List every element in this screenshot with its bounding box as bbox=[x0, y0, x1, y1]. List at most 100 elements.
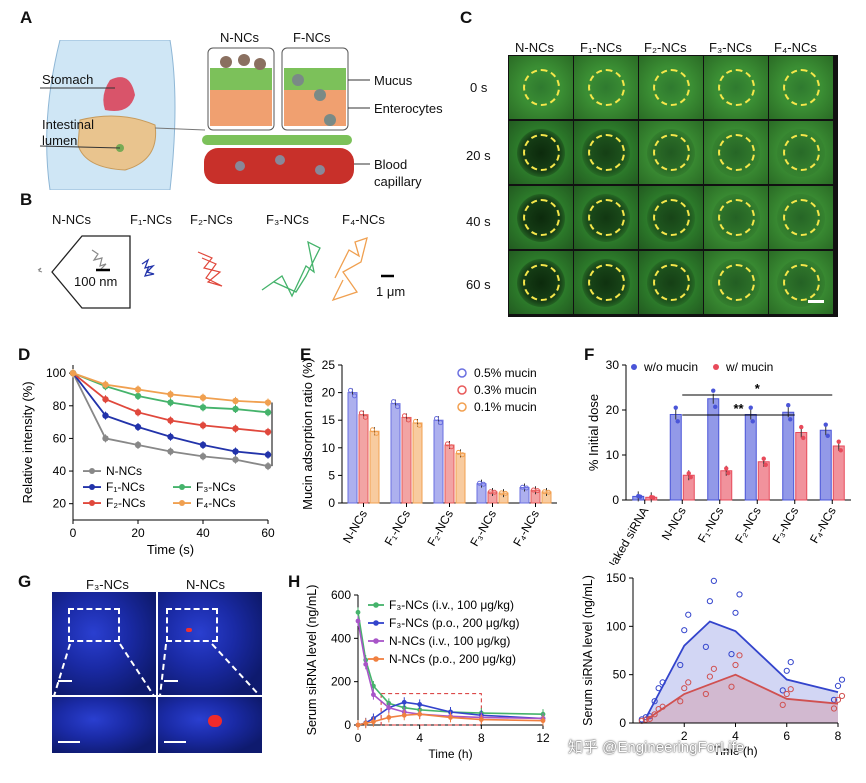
e-bar bbox=[390, 403, 401, 504]
d-y-tick-label: 80 bbox=[53, 399, 67, 413]
d-x-tick-label: 60 bbox=[261, 526, 275, 540]
h2-dot bbox=[655, 685, 662, 692]
panel-a-illustration bbox=[39, 40, 370, 190]
label-enterocytes: Enterocytes bbox=[374, 101, 443, 116]
h2-y-tick-label: 150 bbox=[606, 571, 626, 585]
f-legend-label: w/ mucin bbox=[725, 360, 773, 374]
h2-dot bbox=[646, 715, 653, 723]
h1-point bbox=[371, 692, 376, 698]
e-dot bbox=[492, 489, 497, 495]
trajectory-f2-ncs bbox=[197, 251, 223, 287]
f-y-tick-label: 30 bbox=[606, 358, 620, 372]
f-dot bbox=[651, 495, 656, 500]
d-point bbox=[167, 391, 174, 398]
zoom-polygon bbox=[51, 235, 131, 309]
d-legend-marker bbox=[179, 500, 185, 507]
enterocyte-strip bbox=[202, 135, 352, 145]
e-legend-marker bbox=[457, 385, 467, 395]
h1-y-tick-label: 600 bbox=[331, 588, 351, 602]
e-dot bbox=[445, 441, 450, 447]
f-dot bbox=[786, 403, 791, 408]
watermark: 知乎 @EngineeringForLife bbox=[568, 739, 745, 756]
h2-dot bbox=[706, 673, 713, 680]
f-dot bbox=[673, 405, 678, 410]
c-col-f1-ncs: F₁-NCs bbox=[580, 40, 622, 55]
h2-dot bbox=[838, 692, 846, 700]
f-x-tick-label: F₄-NCs bbox=[807, 505, 839, 546]
e-bar bbox=[347, 392, 358, 504]
e-bar bbox=[369, 430, 380, 504]
h2-y-tick-label: 0 bbox=[619, 716, 626, 730]
trajectory-n-ncs bbox=[91, 249, 107, 271]
f-dot bbox=[713, 404, 718, 410]
h1-point bbox=[371, 719, 376, 725]
d-y-tick-label: 20 bbox=[53, 497, 67, 511]
h2-series-line bbox=[645, 620, 839, 719]
f-sig-star-2: ** bbox=[733, 401, 744, 416]
d-y-tick-label: 100 bbox=[46, 366, 66, 380]
d-point bbox=[264, 462, 272, 470]
d-legend-label: N-NCs bbox=[106, 464, 142, 478]
d-point bbox=[232, 405, 239, 413]
panel-label-a: A bbox=[20, 8, 33, 27]
h2-area bbox=[645, 674, 838, 723]
d-legend-label: F₁-NCs bbox=[106, 480, 145, 494]
e-y-tick-label: 20 bbox=[322, 386, 336, 400]
h2-y-tick-label: 50 bbox=[613, 668, 627, 682]
panel-b-trajectories bbox=[37, 235, 394, 309]
f-dot bbox=[838, 448, 843, 453]
h1-legend-label: N-NCs (p.o., 200 μg/kg) bbox=[389, 652, 516, 666]
e-bar bbox=[455, 452, 466, 504]
h2-dot bbox=[736, 591, 743, 598]
h2-y-tick-label: 100 bbox=[606, 619, 626, 633]
d-legend-marker bbox=[179, 484, 185, 491]
h2-y-label: Serum siRNA level (ng/mL) bbox=[581, 575, 595, 726]
chart-e: 0 5 10 15 20 25 Mucin adsorption ratio (%) N-NC… bbox=[300, 358, 557, 549]
e-dot bbox=[503, 490, 508, 496]
f-y-label: % Initial dose bbox=[586, 394, 601, 471]
c-cell bbox=[574, 121, 638, 184]
f-dot bbox=[686, 471, 691, 476]
label-b-f2-ncs: F₂-NCs bbox=[190, 212, 233, 227]
label-b-n-ncs: N-NCs bbox=[52, 212, 91, 227]
h1-legend-marker bbox=[373, 620, 379, 626]
e-y-tick-label: 25 bbox=[322, 358, 336, 372]
h1-legend-label: N-NCs (i.v., 100 μg/kg) bbox=[389, 634, 510, 648]
d-point bbox=[199, 441, 207, 449]
e-y-tick-label: 15 bbox=[322, 413, 336, 427]
d-point bbox=[102, 381, 109, 388]
h2-x-tick-label: 8 bbox=[835, 729, 842, 743]
h1-x-label: Time (h) bbox=[428, 747, 472, 761]
trajectory-f3-ncs bbox=[261, 240, 321, 298]
h1-x-tick-label: 0 bbox=[355, 731, 362, 745]
chart-f: 0 10 20 30 % Initial dose Naked siRNA N-NCs F₁-… bbox=[586, 358, 851, 565]
f-dot bbox=[799, 424, 804, 430]
h1-legend-marker bbox=[373, 602, 379, 608]
f-dot bbox=[711, 388, 716, 393]
d-y-tick-label: 60 bbox=[53, 431, 67, 445]
c-cell bbox=[769, 121, 833, 184]
d-point bbox=[264, 428, 272, 436]
h1-point bbox=[417, 702, 423, 707]
d-point bbox=[134, 423, 142, 431]
e-x-tick-label: F₄-NCs bbox=[510, 508, 542, 549]
d-point bbox=[102, 396, 109, 403]
h2-dot bbox=[783, 667, 790, 674]
trajectory-n-ncs-small bbox=[37, 267, 43, 273]
label-lumen: lumen bbox=[42, 133, 78, 148]
d-legend-label: F₂-NCs bbox=[106, 496, 145, 510]
h2-dot bbox=[706, 598, 713, 605]
e-bar bbox=[401, 416, 412, 504]
e-dot bbox=[481, 481, 486, 487]
e-y-tick-label: 0 bbox=[328, 496, 335, 510]
d-point bbox=[264, 409, 272, 416]
h2-dot bbox=[710, 665, 717, 672]
label-b-f4-ncs: F₄-NCs bbox=[342, 212, 385, 227]
h1-point bbox=[417, 711, 423, 717]
e-dot bbox=[370, 427, 375, 433]
e-dot bbox=[391, 399, 396, 405]
label-mucus: Mucus bbox=[374, 73, 413, 88]
d-point bbox=[232, 456, 239, 463]
f-legend-marker bbox=[713, 364, 719, 370]
h2-dot bbox=[834, 682, 842, 689]
